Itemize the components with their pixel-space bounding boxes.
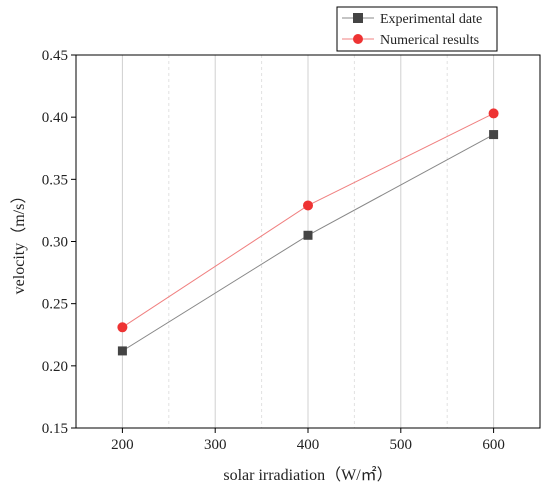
data-point-0	[303, 230, 313, 240]
y-tick-label: 0.40	[42, 110, 68, 126]
y-tick-label: 0.35	[42, 172, 68, 188]
data-point-0	[117, 346, 127, 356]
x-tick-label: 300	[204, 437, 227, 453]
legend-label-experimental: Experimental date	[380, 12, 482, 27]
legend-marker-numerical	[353, 34, 363, 44]
legend: Experimental date Numerical results	[336, 6, 498, 52]
legend-label-numerical: Numerical results	[380, 33, 479, 48]
legend-box	[336, 6, 498, 52]
y-tick-label: 0.25	[42, 297, 68, 313]
x-tick-label: 500	[390, 437, 413, 453]
data-point-1	[117, 322, 128, 333]
y-tick-label: 0.15	[42, 421, 68, 437]
grid-lines	[121, 55, 495, 428]
legend-marker-experimental	[353, 13, 363, 23]
y-axis-title: velocity（m/s）	[10, 188, 28, 295]
y-tick-label: 0.30	[42, 235, 68, 251]
x-tick-label: 600	[482, 437, 505, 453]
x-tick-label: 400	[297, 437, 320, 453]
x-tick-label: 200	[111, 437, 134, 453]
axis-ticks: 200 300 400 500 600 0.15 0.20 0.25 0.30 0.35 0.40 0…	[42, 48, 505, 453]
series-group	[117, 108, 499, 356]
y-tick-label: 0.20	[42, 359, 68, 375]
data-point-1	[303, 200, 313, 211]
data-point-1	[488, 108, 499, 119]
x-axis-title: solar irradiation（W/㎡）	[223, 466, 392, 484]
data-point-0	[489, 130, 499, 140]
y-tick-label: 0.45	[42, 48, 68, 64]
